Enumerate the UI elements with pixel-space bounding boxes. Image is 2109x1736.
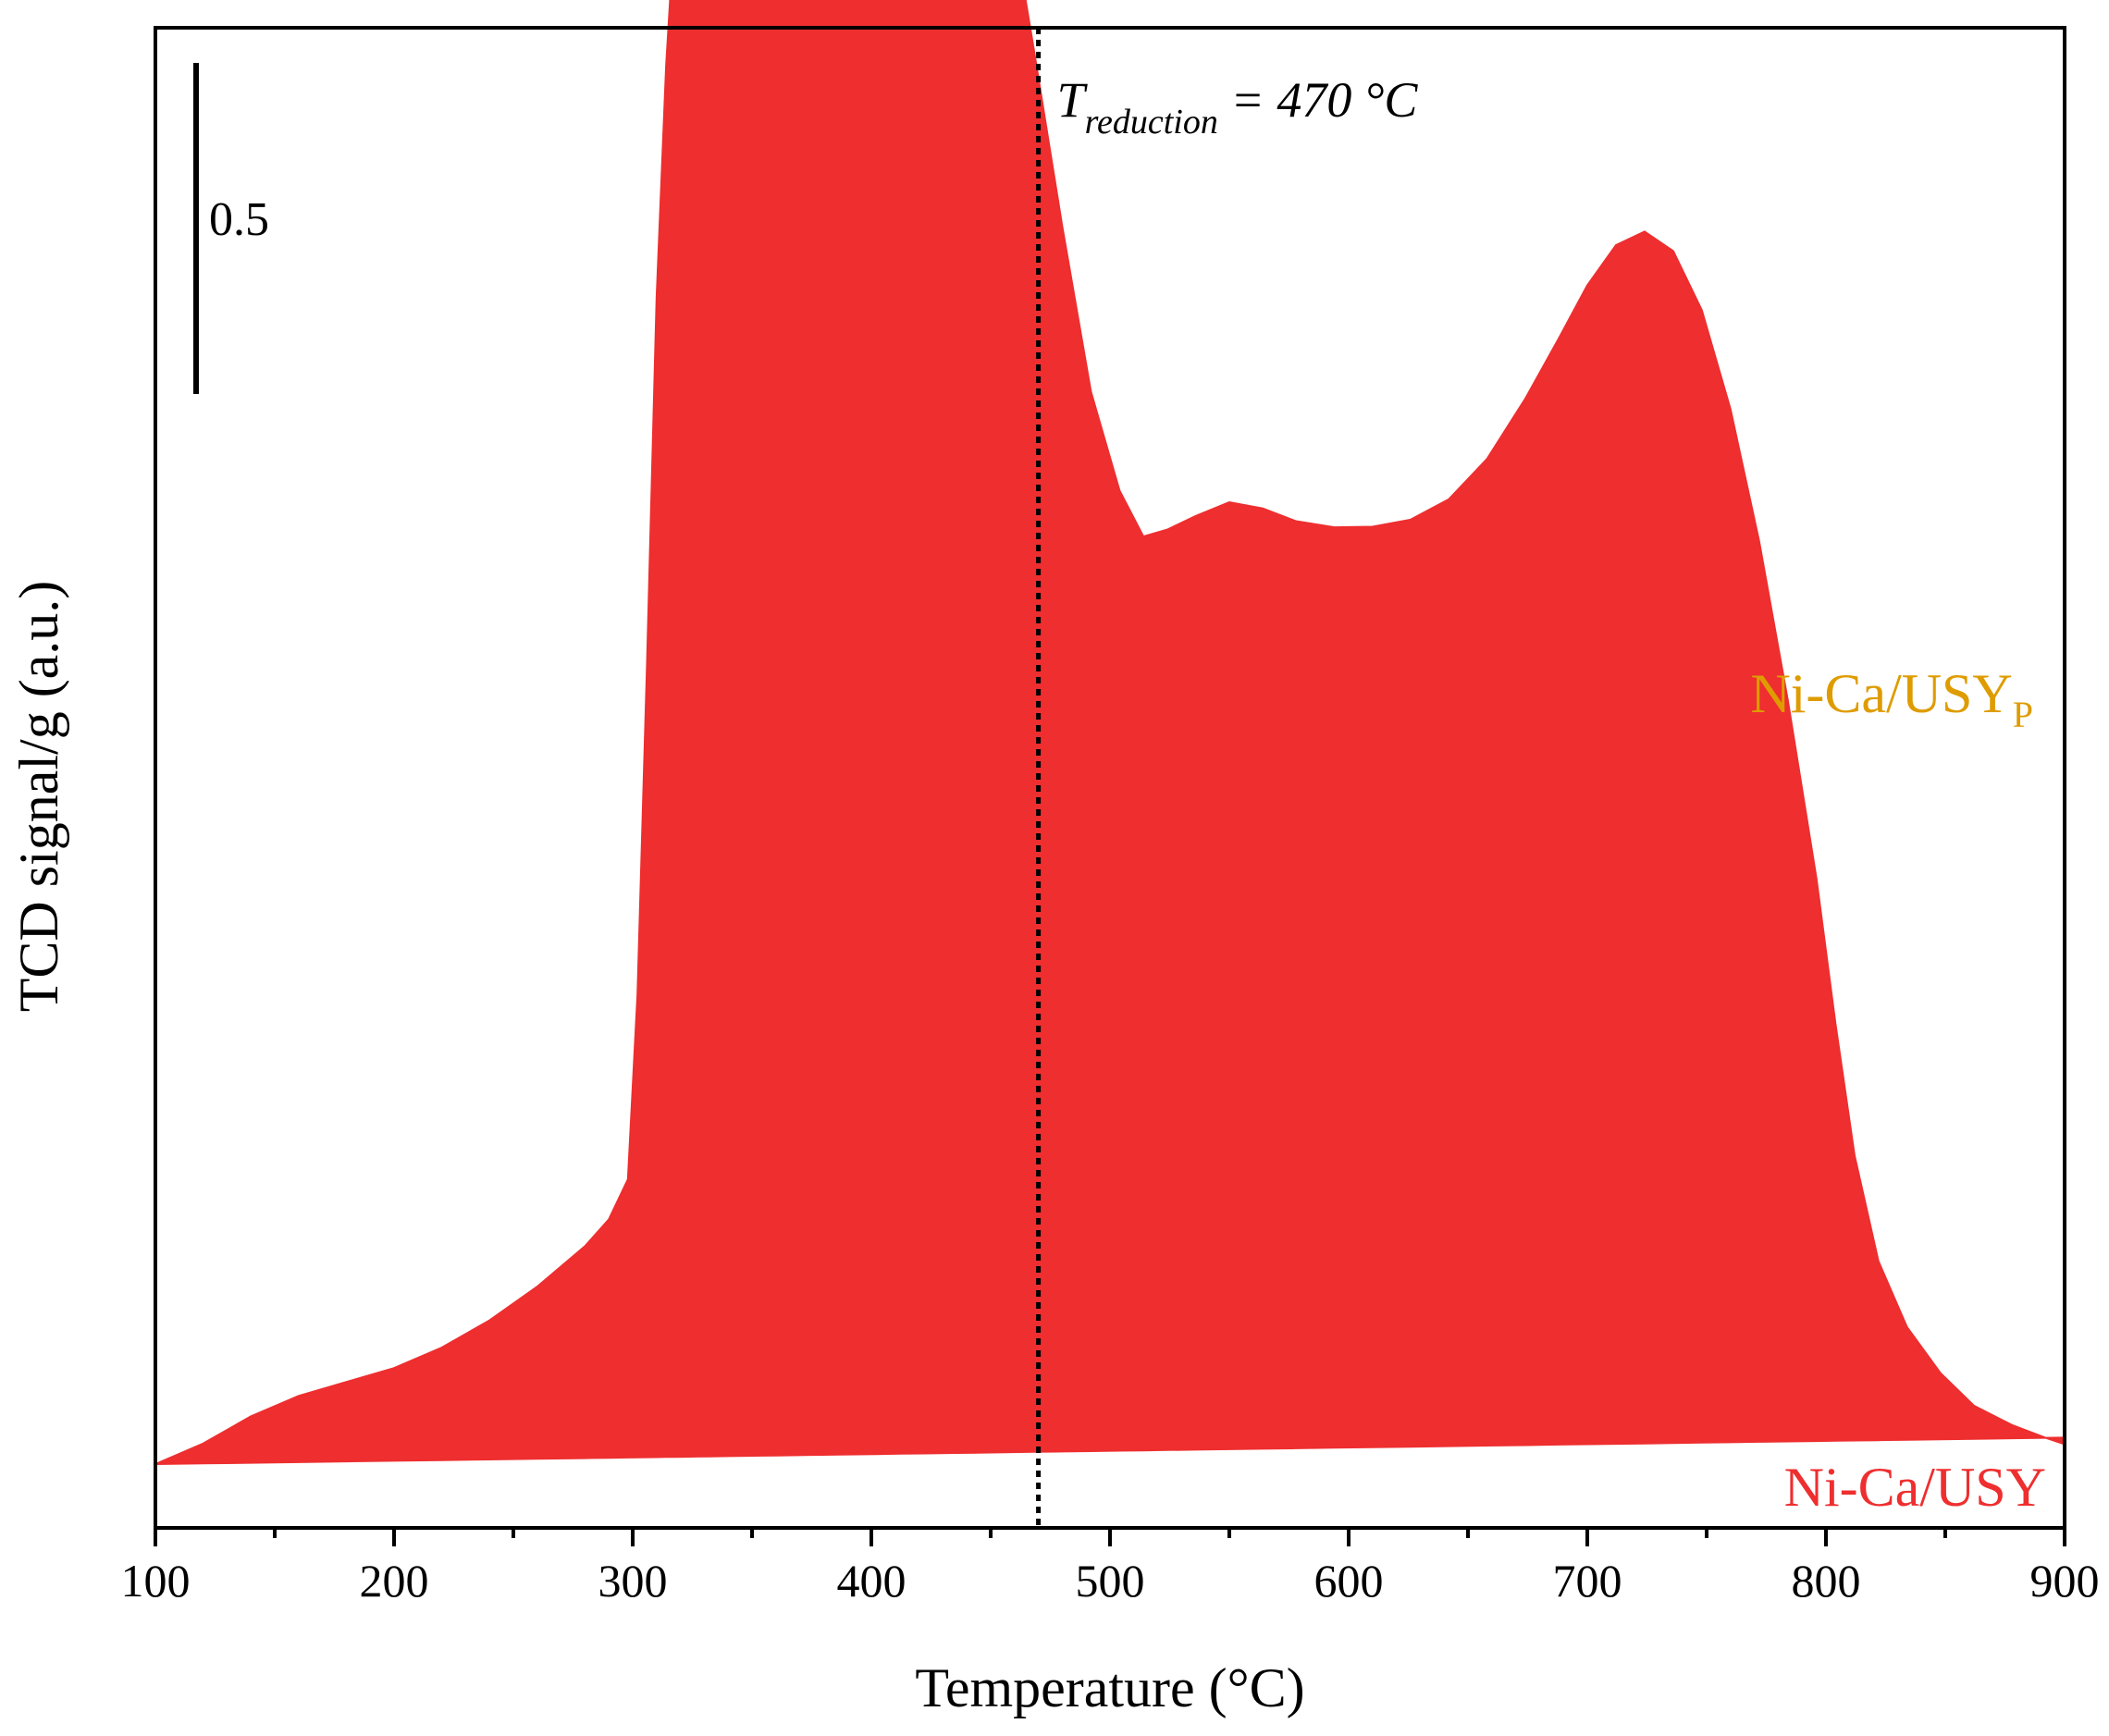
x-tick-label-600: 600	[1314, 1555, 1384, 1607]
reduction-temperature-annotation: Treduction = 470 °C	[1057, 72, 1419, 142]
series-label-main: Ni-Ca/USY	[1750, 663, 2012, 724]
series-label-ni-ca-usy-p: Ni-Ca/USYP	[1750, 663, 2033, 735]
x-tick-label-700: 700	[1553, 1555, 1622, 1607]
series-label-ni-ca-usy: Ni-Ca/USY	[1784, 1457, 2046, 1518]
x-axis: 100 200 300 400 500 600 700 800 900	[121, 1528, 2100, 1607]
x-tick-label-100: 100	[121, 1555, 191, 1607]
y-axis-title: TCD signal/g (a.u.)	[8, 581, 69, 1013]
series-label-main: Ni-Ca/USY	[1784, 1457, 2046, 1518]
annotation-value: = 470 °C	[1218, 72, 1419, 128]
x-tick-label-400: 400	[837, 1555, 906, 1607]
annotation-symbol: T	[1057, 72, 1089, 128]
scale-bar-label: 0.5	[209, 193, 269, 246]
x-tick-label-300: 300	[598, 1555, 668, 1607]
annotation-layer: Treduction = 470 °C	[1036, 28, 1419, 1528]
x-tick-label-900: 900	[2030, 1555, 2100, 1607]
x-axis-title: Temperature (°C)	[915, 1657, 1304, 1718]
series-layer	[154, 0, 2066, 1465]
x-tick-label-800: 800	[1792, 1555, 1861, 1607]
x-tick-label-500: 500	[1076, 1555, 1145, 1607]
annotation-subscript: reduction	[1085, 103, 1218, 142]
scale-bar: 0.5	[193, 63, 269, 394]
series-label-subscript: P	[2013, 694, 2033, 735]
x-tick-label-200: 200	[360, 1555, 429, 1607]
series-area-ni-ca-usy	[154, 0, 2066, 1465]
